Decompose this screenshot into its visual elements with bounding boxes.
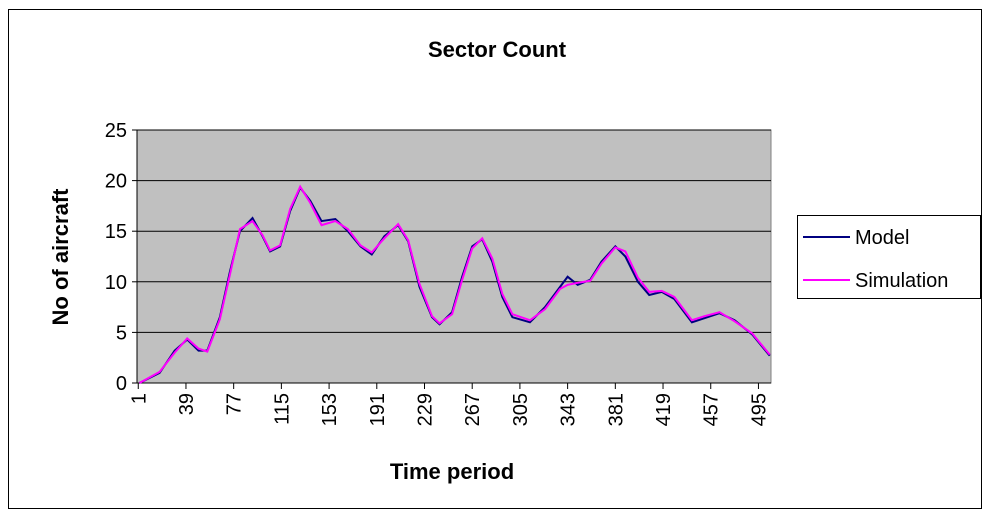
x-tick-label: 153 [319, 393, 341, 426]
x-axis-title: Time period [390, 459, 514, 484]
x-tick-label: 343 [558, 393, 580, 426]
y-axis-title: No of aircraft [48, 188, 73, 326]
y-tick-label: 25 [105, 120, 127, 142]
x-tick-label: 267 [462, 393, 484, 426]
y-tick-label: 5 [116, 322, 127, 344]
plot-area [136, 129, 772, 384]
x-tick-label: 495 [748, 393, 770, 426]
x-tick-label: 39 [176, 393, 198, 415]
legend-box [797, 215, 981, 299]
chart-title: Sector Count [428, 37, 567, 62]
x-tick-label: 305 [510, 393, 532, 426]
data-line [139, 184, 771, 384]
x-tick-label: 191 [367, 393, 389, 426]
x-tick-label: 77 [224, 393, 246, 415]
y-tick-label: 0 [116, 373, 127, 395]
x-tick-label: 229 [414, 393, 436, 426]
x-tick-label: 381 [605, 393, 627, 426]
y-tick-label: 15 [105, 221, 127, 243]
legend-label: Simulation [855, 270, 948, 292]
y-tick-label: 10 [105, 272, 127, 294]
x-tick-label: 457 [701, 393, 723, 426]
x-tick-label: 419 [653, 393, 675, 426]
y-tick-label: 20 [105, 171, 127, 193]
legend-label: Model [855, 227, 909, 249]
x-tick-label: 115 [271, 393, 293, 425]
x-tick-label: 1 [128, 393, 150, 404]
